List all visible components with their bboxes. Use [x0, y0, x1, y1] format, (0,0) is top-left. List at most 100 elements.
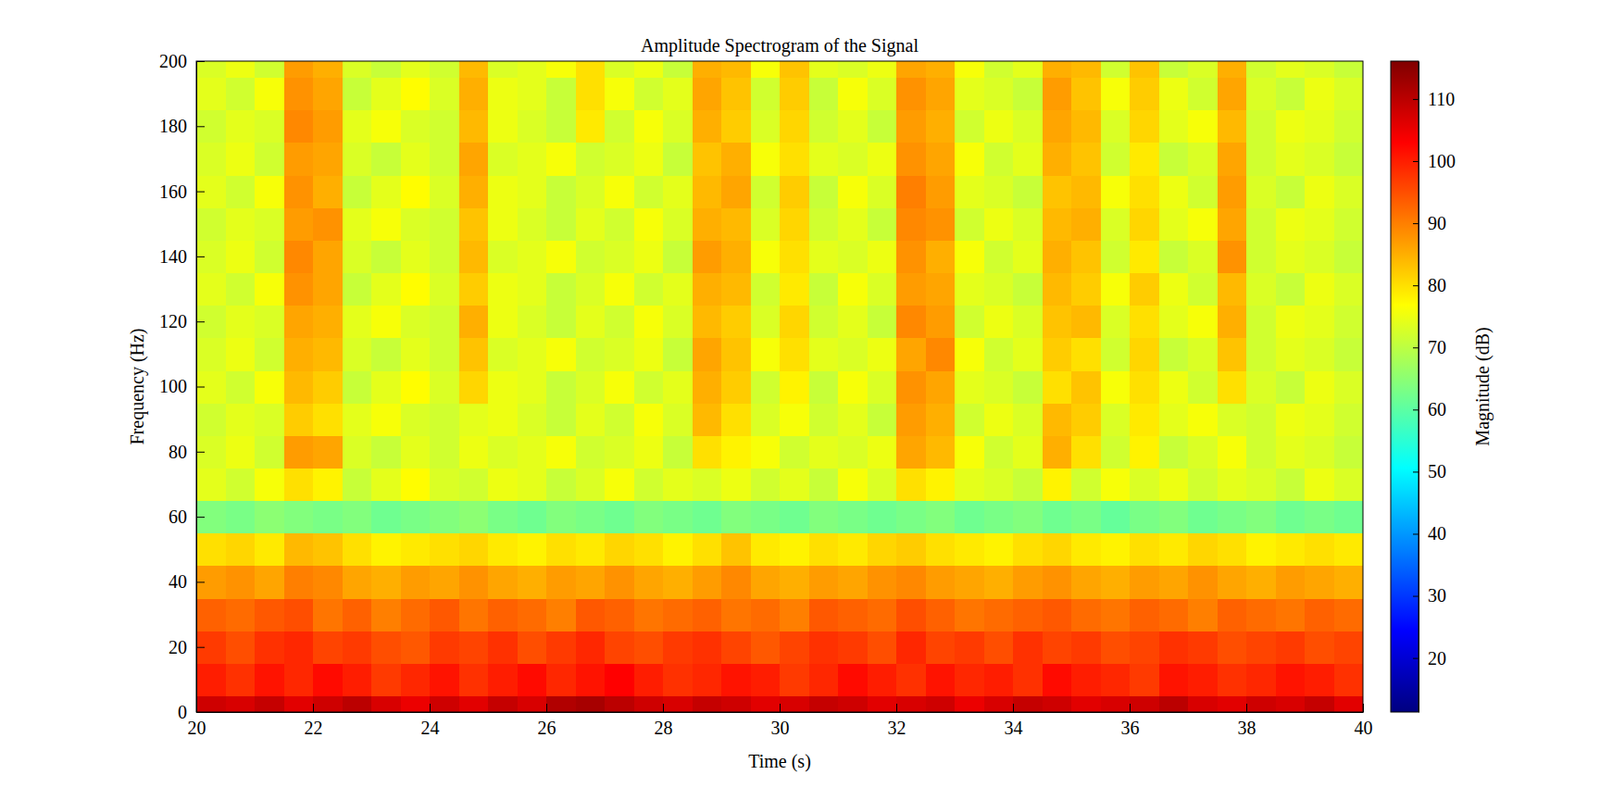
cell [925, 565, 956, 600]
cell [604, 272, 635, 306]
cell [1246, 175, 1276, 209]
cell [1187, 565, 1218, 600]
tick-mark [196, 321, 205, 323]
cell [342, 695, 373, 713]
cell [429, 435, 460, 469]
cell [634, 305, 664, 339]
cell [1042, 467, 1073, 501]
cell [809, 207, 839, 241]
cell [1012, 239, 1043, 274]
cell [1071, 598, 1101, 632]
cell [1275, 305, 1306, 339]
cell [1275, 533, 1306, 567]
cell [254, 370, 285, 404]
cell [575, 370, 606, 404]
cell [254, 142, 285, 176]
tick-mark [662, 703, 664, 713]
cell [1275, 598, 1306, 632]
cell [225, 467, 256, 501]
cell [254, 337, 285, 372]
cell [459, 77, 489, 112]
cell [254, 61, 285, 78]
cell [1071, 337, 1101, 372]
cell [546, 305, 576, 339]
tick-label: 26 [537, 717, 557, 738]
tick-label: 80 [1427, 275, 1447, 296]
cell [312, 565, 343, 600]
cell [750, 500, 781, 535]
cell [196, 630, 226, 664]
cell [750, 272, 781, 306]
cell [1012, 565, 1043, 600]
tick: 28 [654, 703, 674, 738]
cell [371, 662, 401, 697]
cell [1042, 175, 1073, 209]
cell [400, 402, 431, 437]
cell [1334, 630, 1364, 664]
cell [254, 533, 285, 567]
cell [750, 239, 781, 274]
cell [837, 695, 868, 713]
cell [692, 467, 723, 501]
cell [400, 662, 431, 697]
cell [984, 142, 1014, 176]
tick: 30 [771, 703, 790, 738]
cell [954, 533, 985, 567]
cell [984, 370, 1014, 404]
tick: 34 [1004, 703, 1024, 738]
cell [1217, 630, 1248, 664]
cell [604, 598, 635, 632]
cell [1334, 533, 1364, 567]
cell [634, 662, 664, 697]
cell [1159, 61, 1189, 78]
cell [634, 598, 664, 632]
cell [692, 402, 723, 437]
cell [429, 467, 460, 501]
cell [896, 272, 926, 306]
cell [1246, 402, 1276, 437]
cell [896, 239, 926, 274]
cell [342, 305, 373, 339]
cell [867, 207, 898, 241]
cell [1246, 272, 1276, 306]
cell [546, 695, 576, 713]
cell [809, 402, 839, 437]
cell [1042, 110, 1073, 144]
cell [692, 305, 723, 339]
cell [604, 630, 635, 664]
tick-label: 32 [887, 717, 907, 738]
cell [1217, 110, 1248, 144]
cell [1012, 598, 1043, 632]
cell [196, 402, 226, 437]
cell [1275, 370, 1306, 404]
tick: 20 [168, 637, 205, 658]
tick-mark [196, 61, 205, 63]
cell [984, 77, 1014, 112]
cell [1042, 500, 1073, 535]
cell [604, 77, 635, 112]
cell [1246, 61, 1276, 78]
cell [575, 402, 606, 437]
cell [925, 142, 956, 176]
cell [809, 370, 839, 404]
cell [867, 630, 898, 664]
cell [1304, 402, 1335, 437]
cell [459, 337, 489, 372]
tick-mark [1362, 703, 1364, 713]
cell [662, 142, 693, 176]
cell [487, 370, 518, 404]
cell [896, 598, 926, 632]
cell [575, 500, 606, 535]
cell [1217, 467, 1248, 501]
cell [925, 500, 956, 535]
cell [342, 337, 373, 372]
tick: 80 [1412, 275, 1447, 296]
cell [254, 630, 285, 664]
cell [1334, 77, 1364, 112]
cell [779, 77, 810, 112]
cell [662, 370, 693, 404]
cell [312, 272, 343, 306]
cell [1100, 207, 1131, 241]
cell [925, 175, 956, 209]
cell [1275, 337, 1306, 372]
